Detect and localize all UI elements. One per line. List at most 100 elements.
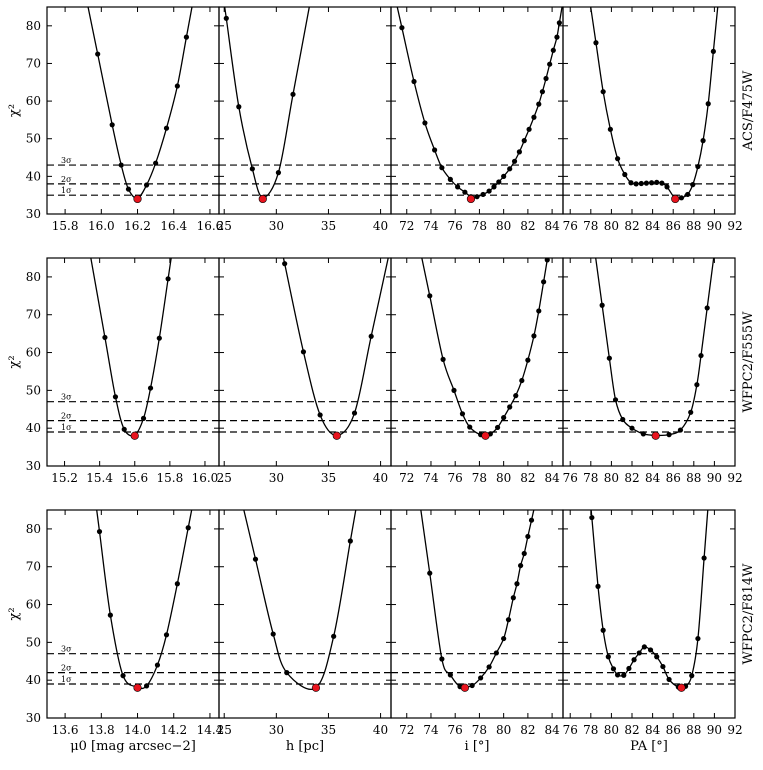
data-point xyxy=(689,673,695,679)
data-point xyxy=(459,411,466,417)
x-tick-label: 90 xyxy=(707,471,722,485)
data-point xyxy=(284,670,290,676)
y-tick-label: 80 xyxy=(26,522,41,536)
panel-1-2: 72 74 76 78 80 82 84 xyxy=(390,257,564,485)
panel-2-3: 76 78 80 82 84 86 88 90 92 xyxy=(562,509,743,737)
data-point xyxy=(143,182,150,188)
data-point xyxy=(275,170,282,176)
y-tick-label: 40 xyxy=(26,673,41,687)
data-point xyxy=(547,61,553,67)
data-point xyxy=(439,656,445,662)
data-point xyxy=(427,293,433,299)
panel-frame xyxy=(562,257,736,467)
data-point xyxy=(95,51,101,57)
x-tick-label: 90 xyxy=(707,219,722,233)
data-point xyxy=(491,184,497,190)
y-axis-label: χ² xyxy=(7,104,22,117)
panel-content xyxy=(563,258,735,440)
x-tick-label: 16.0 xyxy=(192,471,219,485)
x-tick-label: 78 xyxy=(472,471,487,485)
x-tick-label: 78 xyxy=(583,723,598,737)
data-point xyxy=(643,180,650,186)
data-point xyxy=(270,631,276,637)
panel-1-3: 76 78 80 82 84 86 88 90 92 xyxy=(562,257,743,485)
data-point xyxy=(455,184,461,190)
data-point xyxy=(544,258,550,263)
data-point xyxy=(677,427,684,433)
fit-curve xyxy=(420,510,535,689)
data-point xyxy=(647,647,654,653)
data-point xyxy=(610,666,617,672)
data-point xyxy=(543,75,549,82)
data-point xyxy=(654,654,660,660)
data-point xyxy=(659,180,665,186)
sigma-label: 2σ xyxy=(61,412,72,421)
fit-curve xyxy=(87,7,193,199)
x-tick-label: 74 xyxy=(423,219,439,233)
x-tick-label: 80 xyxy=(604,471,619,485)
x-tick-label: 16.2 xyxy=(124,219,151,233)
x-tick-label: 15.8 xyxy=(52,219,79,233)
panel-content xyxy=(391,258,563,440)
panel-frame xyxy=(46,6,220,215)
sigma-label: 3σ xyxy=(61,156,72,165)
panel-frame xyxy=(562,509,736,719)
x-tick-label: 84 xyxy=(544,723,560,737)
data-point xyxy=(638,180,644,187)
data-point xyxy=(121,426,127,432)
x-tick-label: 74 xyxy=(423,723,439,737)
data-point xyxy=(236,104,242,110)
data-point xyxy=(399,25,405,31)
data-point xyxy=(539,89,546,95)
y-tick-label: 50 xyxy=(26,383,41,397)
panel-1-1: 25 30 35 40 xyxy=(217,257,392,485)
x-tick-label: 15.4 xyxy=(86,471,113,485)
data-point xyxy=(505,617,512,623)
data-point xyxy=(516,149,522,155)
x-tick-label: 84 xyxy=(645,219,661,233)
data-point xyxy=(478,675,484,681)
best-fit-point xyxy=(332,431,341,440)
data-point xyxy=(185,525,191,531)
data-point xyxy=(595,583,601,589)
data-point xyxy=(501,414,507,421)
x-tick-label: 30 xyxy=(269,723,284,737)
x-tick-label: 72 xyxy=(399,219,414,233)
y-tick-label: 40 xyxy=(26,421,41,435)
data-point xyxy=(629,425,635,431)
x-tick-label: 90 xyxy=(707,723,722,737)
y-tick-label: 70 xyxy=(26,56,41,70)
x-tick-label: 86 xyxy=(666,219,681,233)
panel-content xyxy=(219,510,391,692)
y-tick-label: 30 xyxy=(26,711,41,725)
x-tick-label: 72 xyxy=(399,471,414,485)
x-tick-label: 76 xyxy=(448,471,463,485)
y-tick-label: 60 xyxy=(26,94,41,108)
data-point xyxy=(525,357,531,363)
sigma-label: 1σ xyxy=(61,423,72,432)
data-point xyxy=(654,179,660,185)
data-point xyxy=(612,397,619,403)
panel-content xyxy=(391,7,563,204)
panel-frame xyxy=(218,509,392,719)
data-point xyxy=(605,654,611,660)
x-tick-label: 40 xyxy=(373,219,388,233)
data-point xyxy=(474,194,480,200)
x-tick-label: 30 xyxy=(269,219,284,233)
data-point xyxy=(432,147,438,153)
panel-2-2: 72 74 76 78 80 82 84 xyxy=(390,509,564,737)
data-point xyxy=(109,122,115,128)
x-tick-label: 78 xyxy=(583,471,598,485)
sigma-label: 1σ xyxy=(61,186,72,195)
y-tick-label: 80 xyxy=(26,19,41,33)
panel-content xyxy=(219,7,391,204)
data-point xyxy=(695,635,701,642)
data-point xyxy=(165,276,171,282)
x-tick-label: 80 xyxy=(496,471,511,485)
x-tick-label: 86 xyxy=(666,723,681,737)
y-tick-label: 60 xyxy=(26,346,41,360)
x-tick-label: 35 xyxy=(321,219,336,233)
data-point xyxy=(525,533,531,540)
x-axis-label: h [pc] xyxy=(286,739,324,754)
x-tick-label: 80 xyxy=(496,723,511,737)
